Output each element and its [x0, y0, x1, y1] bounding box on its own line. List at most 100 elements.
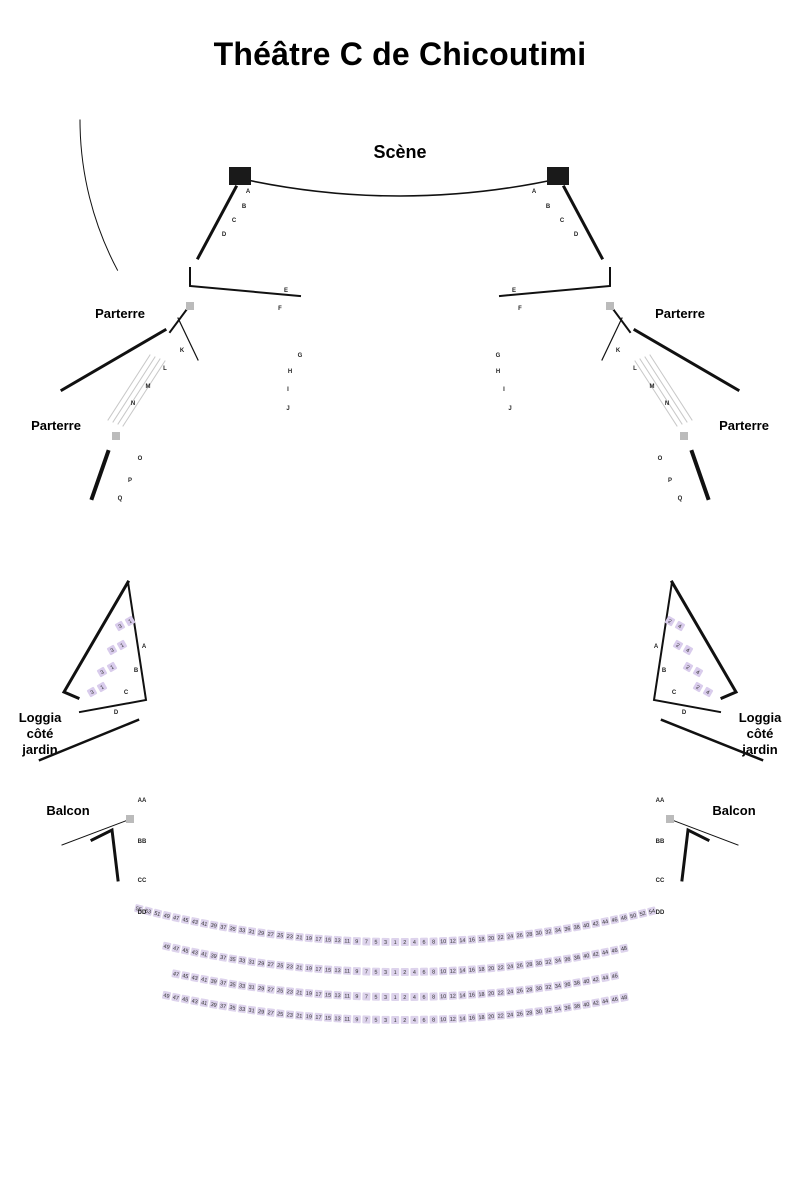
seat-row-CC-20[interactable]: 20: [486, 988, 496, 998]
seat-row-AA-29[interactable]: 29: [256, 928, 266, 938]
seat-row-AA-48[interactable]: 48: [619, 913, 629, 923]
seat-row-AA-24[interactable]: 24: [505, 931, 515, 941]
seat-row-DD-17[interactable]: 17: [314, 1012, 323, 1022]
seat-loggia-right-C-4[interactable]: 4: [692, 666, 704, 678]
seat-loggia-right-D-4[interactable]: 4: [702, 686, 714, 698]
seat-row-DD-4[interactable]: 4: [410, 1015, 419, 1024]
seat-row-AA-38[interactable]: 38: [572, 922, 582, 932]
seat-row-DD-42[interactable]: 42: [591, 998, 601, 1008]
seat-row-DD-34[interactable]: 34: [553, 1004, 563, 1014]
seat-row-AA-37[interactable]: 37: [218, 922, 228, 932]
seat-row-BB-36[interactable]: 36: [562, 954, 572, 964]
seat-row-DD-11[interactable]: 11: [343, 1014, 352, 1023]
seat-row-BB-13[interactable]: 13: [333, 966, 342, 975]
seat-row-AA-31[interactable]: 31: [247, 927, 257, 936]
seat-row-BB-38[interactable]: 38: [572, 952, 582, 962]
seat-row-AA-47[interactable]: 47: [171, 913, 181, 923]
seat-row-DD-30[interactable]: 30: [534, 1007, 544, 1016]
seat-row-AA-53[interactable]: 53: [143, 906, 153, 916]
seat-row-BB-45[interactable]: 45: [180, 945, 191, 955]
seat-row-CC-36[interactable]: 36: [562, 979, 572, 989]
seat-row-BB-27[interactable]: 27: [266, 959, 276, 969]
seat-row-CC-18[interactable]: 18: [477, 989, 486, 999]
seat-row-DD-1[interactable]: 1: [391, 1015, 400, 1025]
seat-row-BB-26[interactable]: 26: [515, 960, 525, 970]
seat-row-AA-33[interactable]: 33: [237, 925, 247, 935]
seat-row-DD-45[interactable]: 45: [180, 994, 190, 1004]
seat-row-DD-9[interactable]: 9: [352, 1015, 361, 1024]
seat-row-AA-54[interactable]: 54: [647, 906, 657, 916]
seat-row-BB-24[interactable]: 24: [505, 962, 515, 971]
seat-row-AA-10[interactable]: 10: [439, 936, 448, 946]
seat-row-AA-14[interactable]: 14: [458, 935, 467, 945]
seat-row-DD-36[interactable]: 36: [562, 1002, 572, 1012]
seat-row-DD-49[interactable]: 49: [161, 990, 172, 1000]
seat-row-DD-19[interactable]: 19: [304, 1012, 314, 1021]
seat-row-BB-40[interactable]: 40: [581, 951, 591, 961]
seat-row-DD-18[interactable]: 18: [477, 1012, 486, 1022]
seat-row-AA-15[interactable]: 15: [323, 935, 333, 944]
seat-row-AA-50[interactable]: 50: [628, 911, 638, 921]
seat-row-AA-46[interactable]: 46: [609, 915, 620, 925]
seat-row-DD-48[interactable]: 48: [619, 992, 629, 1002]
seat-row-AA-25[interactable]: 25: [275, 930, 285, 940]
seat-row-BB-21[interactable]: 21: [295, 963, 304, 972]
seat-loggia-right-D-2[interactable]: 2: [692, 681, 704, 693]
seat-row-BB-42[interactable]: 42: [591, 949, 601, 959]
seat-row-DD-21[interactable]: 21: [295, 1011, 304, 1020]
seat-loggia-left-C-3[interactable]: 3: [96, 666, 108, 678]
seat-row-BB-16[interactable]: 16: [467, 965, 477, 974]
seat-row-CC-21[interactable]: 21: [295, 988, 304, 997]
seat-row-CC-6[interactable]: 6: [419, 992, 429, 1001]
seat-row-CC-13[interactable]: 13: [333, 991, 342, 1000]
seat-row-AA-45[interactable]: 45: [180, 915, 191, 925]
seat-row-AA-44[interactable]: 44: [600, 917, 610, 927]
seat-row-AA-40[interactable]: 40: [581, 920, 591, 930]
seat-row-CC-26[interactable]: 26: [515, 986, 525, 995]
seat-row-AA-36[interactable]: 36: [562, 924, 572, 933]
seat-row-BB-44[interactable]: 44: [600, 947, 610, 957]
seat-row-AA-43[interactable]: 43: [190, 917, 200, 927]
seat-row-BB-30[interactable]: 30: [534, 958, 544, 968]
seat-row-CC-4[interactable]: 4: [410, 992, 419, 1001]
seat-row-BB-15[interactable]: 15: [323, 965, 333, 974]
seat-row-AA-23[interactable]: 23: [285, 931, 295, 941]
seat-row-DD-46[interactable]: 46: [610, 994, 620, 1004]
seat-row-AA-18[interactable]: 18: [477, 934, 486, 944]
seat-row-BB-4[interactable]: 4: [410, 967, 419, 976]
seat-row-AA-5[interactable]: 5: [371, 937, 381, 946]
seat-row-AA-35[interactable]: 35: [228, 924, 238, 933]
seat-row-CC-24[interactable]: 24: [505, 987, 515, 996]
seat-row-CC-8[interactable]: 8: [429, 992, 438, 1001]
seat-row-CC-45[interactable]: 45: [180, 971, 190, 981]
seat-row-CC-32[interactable]: 32: [543, 982, 553, 992]
seat-row-DD-33[interactable]: 33: [237, 1004, 247, 1014]
seat-row-DD-12[interactable]: 12: [448, 1014, 457, 1023]
seat-row-DD-25[interactable]: 25: [275, 1009, 285, 1018]
seat-row-CC-12[interactable]: 12: [448, 991, 457, 1000]
seat-row-CC-11[interactable]: 11: [343, 991, 352, 1000]
seat-row-DD-26[interactable]: 26: [515, 1009, 525, 1018]
seat-row-CC-43[interactable]: 43: [190, 973, 200, 983]
seat-row-BB-34[interactable]: 34: [553, 955, 563, 965]
seat-row-AA-7[interactable]: 7: [362, 937, 371, 946]
seat-loggia-right-C-2[interactable]: 2: [682, 661, 694, 673]
seat-row-CC-44[interactable]: 44: [600, 973, 610, 983]
seat-row-CC-16[interactable]: 16: [467, 990, 477, 999]
seat-row-DD-39[interactable]: 39: [209, 999, 219, 1009]
seat-loggia-left-A-3[interactable]: 3: [114, 620, 126, 632]
seat-row-BB-7[interactable]: 7: [362, 967, 371, 976]
seat-row-DD-41[interactable]: 41: [199, 998, 209, 1008]
seat-row-DD-3[interactable]: 3: [381, 1015, 390, 1024]
seat-row-CC-30[interactable]: 30: [534, 983, 544, 993]
seat-row-BB-25[interactable]: 25: [275, 960, 285, 970]
seat-row-CC-29[interactable]: 29: [256, 983, 266, 993]
seat-row-DD-14[interactable]: 14: [458, 1014, 467, 1023]
seat-row-BB-32[interactable]: 32: [543, 957, 553, 967]
seat-row-DD-47[interactable]: 47: [171, 992, 181, 1002]
seat-row-AA-22[interactable]: 22: [496, 932, 505, 942]
seat-row-AA-28[interactable]: 28: [524, 929, 534, 939]
seat-row-CC-46[interactable]: 46: [610, 971, 620, 981]
seat-row-AA-19[interactable]: 19: [304, 933, 314, 943]
seat-row-BB-19[interactable]: 19: [304, 963, 314, 973]
